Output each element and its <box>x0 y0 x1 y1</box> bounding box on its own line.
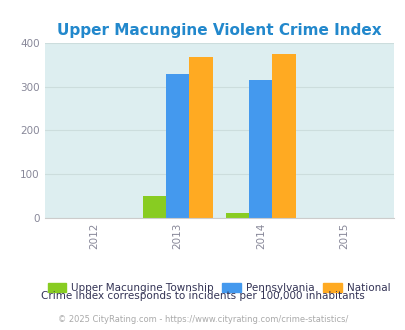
Text: Crime Index corresponds to incidents per 100,000 inhabitants: Crime Index corresponds to incidents per… <box>41 291 364 301</box>
Bar <box>166 74 189 218</box>
Bar <box>272 54 295 218</box>
Text: © 2025 CityRating.com - https://www.cityrating.com/crime-statistics/: © 2025 CityRating.com - https://www.city… <box>58 315 347 324</box>
Bar <box>225 214 249 218</box>
Bar <box>189 57 212 218</box>
Bar <box>143 196 166 218</box>
Title: Upper Macungine Violent Crime Index: Upper Macungine Violent Crime Index <box>57 22 381 38</box>
Bar <box>249 80 272 218</box>
Legend: Upper Macungine Township, Pennsylvania, National: Upper Macungine Township, Pennsylvania, … <box>43 279 394 298</box>
